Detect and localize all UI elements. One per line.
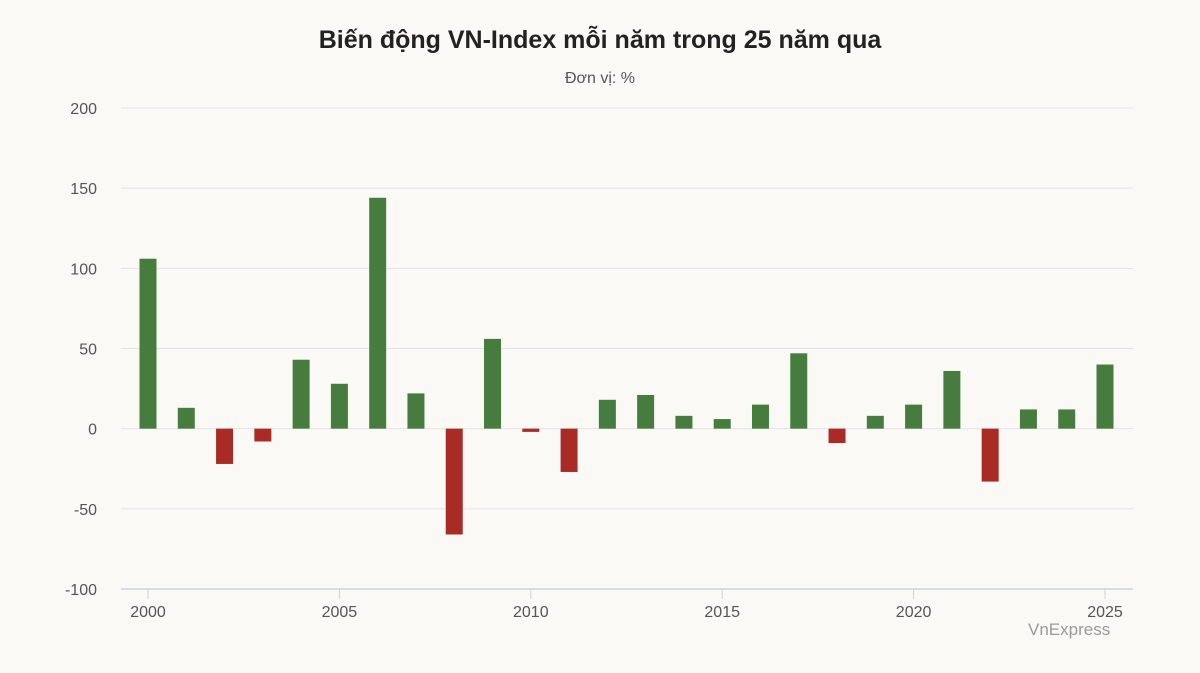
bar-2012 — [598, 399, 616, 429]
bar-2008 — [445, 428, 463, 535]
bar-2002 — [216, 428, 234, 464]
y-tick-label: 150 — [70, 181, 97, 198]
x-tick-label: 2010 — [513, 604, 549, 621]
x-tick-label: 2015 — [704, 604, 740, 621]
bar-2019 — [866, 415, 884, 429]
y-tick-label: -100 — [65, 582, 97, 599]
bar-2001 — [177, 407, 195, 429]
bar-2005 — [330, 383, 348, 429]
y-tick-label: 0 — [88, 422, 97, 439]
chart-subtitle: Đơn vị: % — [564, 70, 636, 87]
bar-2016 — [751, 404, 769, 429]
bar-2011 — [560, 428, 578, 472]
bar-2024 — [1058, 409, 1076, 429]
bar-2020 — [905, 404, 923, 429]
source-label: VnExpress — [1028, 620, 1111, 639]
x-tick-label: 2025 — [1087, 604, 1123, 621]
bar-2000 — [139, 258, 157, 429]
y-tick-label: 100 — [70, 261, 97, 278]
bar-2003 — [254, 428, 272, 442]
bar-2025 — [1096, 364, 1114, 429]
bar-2015 — [713, 419, 731, 429]
y-tick-label: 50 — [79, 342, 97, 359]
bar-2006 — [369, 197, 387, 429]
bar-2022 — [981, 428, 999, 482]
bar-2013 — [637, 394, 655, 429]
bar-2014 — [675, 415, 693, 429]
chart-title: Biến động VN-Index mỗi năm trong 25 năm … — [318, 26, 882, 54]
y-tick-label: -50 — [74, 502, 97, 519]
x-tick-label: 2005 — [322, 604, 358, 621]
bar-2017 — [790, 353, 808, 429]
x-tick-label: 2000 — [130, 604, 166, 621]
bar-2010 — [522, 428, 540, 432]
bar-2021 — [943, 370, 961, 429]
bar-2009 — [484, 338, 502, 429]
x-tick-label: 2020 — [896, 604, 932, 621]
bar-2007 — [407, 393, 425, 429]
bar-2004 — [292, 359, 310, 429]
y-tick-label: 200 — [70, 101, 97, 118]
bar-2023 — [1019, 409, 1037, 429]
bar-2018 — [828, 428, 846, 444]
